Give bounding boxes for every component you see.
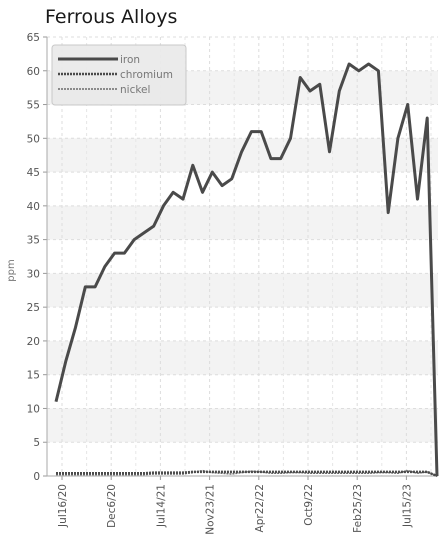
legend-label-chromium: chromium	[120, 69, 173, 81]
grid-band	[47, 205, 438, 240]
x-tick-label: Jul15/23	[401, 484, 413, 528]
plot-bands	[47, 70, 438, 443]
series-line-iron	[54, 62, 439, 477]
y-tick-label: 0	[33, 471, 40, 483]
legend-label-nickel: nickel	[120, 84, 150, 96]
y-tick-label: 25	[27, 302, 40, 314]
y-tick-label: 35	[27, 235, 40, 247]
x-tick-label: Oct9/22	[303, 484, 315, 526]
y-tick-label: 65	[27, 32, 40, 44]
y-tick-label: 45	[27, 167, 40, 179]
axes	[43, 36, 438, 480]
legend-label-iron: iron	[120, 54, 140, 66]
series-line-nickel	[56, 469, 438, 477]
grid-band	[47, 138, 438, 173]
x-tick-label: Apr22/22	[254, 484, 266, 532]
legend: iron chromium nickel	[51, 44, 187, 106]
grid-band	[47, 408, 438, 443]
y-tick-label: 20	[27, 336, 40, 348]
x-tick-labels: Jul16/20 Dec6/20 Jul14/21 Nov23/21 Apr22/22 O…	[57, 484, 413, 535]
y-tick-label: 50	[27, 133, 40, 145]
x-tick-label: Feb25/23	[352, 484, 364, 533]
y-axis-label: ppm	[6, 259, 17, 281]
chart-title: Ferrous Alloys	[45, 6, 178, 28]
x-tick-label: Jul16/20	[57, 484, 69, 528]
y-tick-label: 40	[27, 201, 40, 213]
x-tick-label: Jul14/21	[155, 484, 167, 528]
y-tick-label: 30	[27, 268, 40, 280]
y-tick-label: 10	[27, 403, 40, 415]
y-tick-label: 15	[27, 370, 40, 382]
y-tick-label: 55	[27, 100, 40, 112]
y-tick-label: 5	[33, 437, 40, 449]
series-lines	[54, 62, 439, 478]
y-tick-labels: 0 5 10 15 20 25 30 35 40 45 50 55 60 65	[27, 32, 40, 483]
grid-band	[47, 273, 438, 308]
series-line-chromium	[56, 470, 438, 478]
grid-band	[47, 340, 438, 375]
x-tick-label: Dec6/20	[106, 484, 118, 528]
grid-lines	[47, 36, 438, 477]
y-tick-label: 60	[27, 66, 40, 78]
x-tick-label: Nov23/21	[205, 484, 217, 535]
